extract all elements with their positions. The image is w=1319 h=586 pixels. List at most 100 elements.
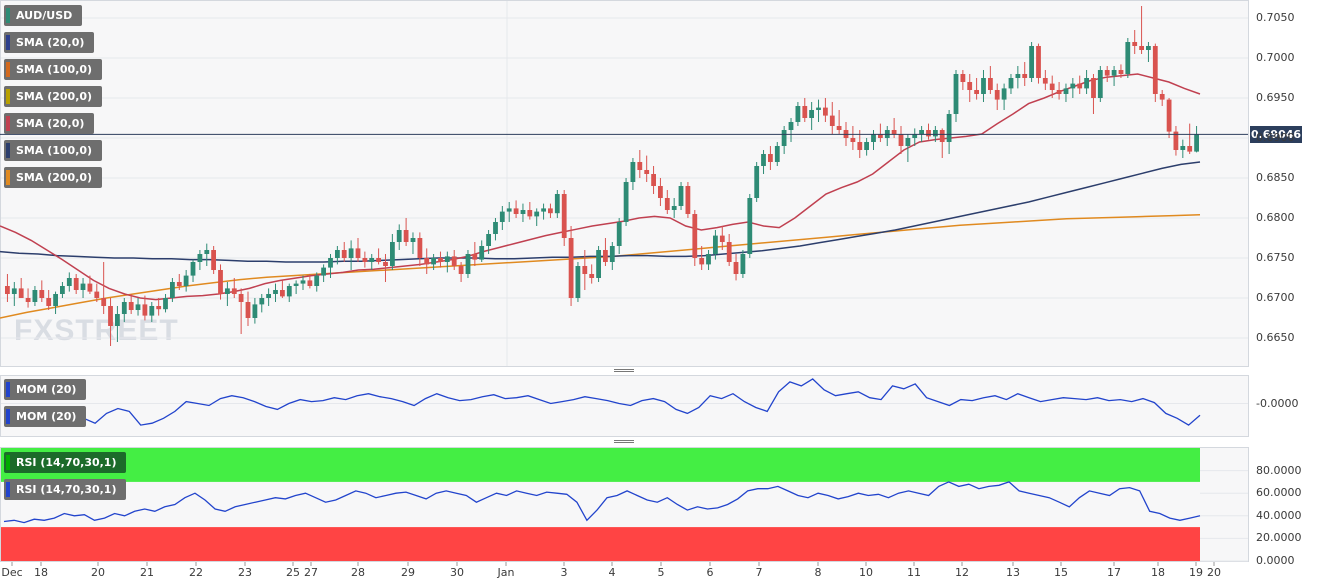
- candle-body: [699, 258, 705, 265]
- candle-body: [1180, 146, 1186, 150]
- candle-body: [238, 294, 244, 302]
- candle-body: [685, 186, 691, 214]
- candle-body: [80, 283, 86, 290]
- candle-body: [211, 250, 216, 270]
- candle-body: [788, 122, 794, 130]
- candle-body: [1173, 131, 1179, 150]
- candle-body: [18, 288, 24, 298]
- candle-body: [664, 198, 670, 210]
- x-tick-label: 3: [560, 566, 568, 579]
- legend-item[interactable]: SMA (20,0): [4, 32, 95, 53]
- candle-body: [561, 194, 567, 238]
- candle-body: [726, 242, 732, 262]
- legend-item[interactable]: AUD/USD: [4, 5, 83, 26]
- fxstreet-watermark-logo: FXSTREET: [14, 314, 179, 347]
- legend-item[interactable]: SMA (20,0): [4, 113, 95, 134]
- legend-item[interactable]: SMA (100,0): [4, 140, 103, 161]
- candle-body: [307, 280, 313, 286]
- candle-body: [1118, 70, 1124, 74]
- legend-label: SMA (100,0): [16, 144, 93, 157]
- rsi-line: [3, 481, 1201, 524]
- candle-body: [1008, 78, 1014, 89]
- candle-body: [39, 290, 45, 298]
- legend-rsi[interactable]: RSI (14,70,30,1): [4, 452, 127, 473]
- x-tick-label: 5: [657, 566, 665, 579]
- candle-body: [1084, 78, 1089, 89]
- candle-body: [142, 304, 148, 316]
- candle-body: [609, 246, 615, 262]
- candle-body: [197, 254, 203, 262]
- candle-body: [678, 186, 684, 206]
- price-tick-label: 0.6950: [1256, 91, 1295, 104]
- price-tick-label: 0.6800: [1256, 211, 1295, 224]
- candle-body: [293, 283, 299, 286]
- candle-body: [1097, 70, 1103, 98]
- rsi-tick-label: 20.0000: [1256, 531, 1302, 545]
- legend-swatch: [6, 143, 10, 158]
- candle-body: [362, 258, 368, 262]
- candle-body: [328, 258, 333, 268]
- candle-body: [802, 106, 808, 118]
- candle-body: [1015, 74, 1021, 78]
- candle-body: [115, 314, 120, 326]
- x-tick-label: 10: [859, 566, 873, 579]
- x-tick-label: 7: [755, 566, 763, 579]
- candle-body: [994, 90, 1000, 100]
- pane-resize-handle[interactable]: [614, 439, 634, 444]
- candle-body: [1063, 88, 1069, 94]
- candle-body: [431, 258, 436, 265]
- candle-body: [1146, 46, 1151, 50]
- candle-body: [60, 286, 65, 294]
- x-tick-label: 20: [91, 566, 105, 579]
- candle-body: [499, 211, 505, 222]
- candle-body: [513, 208, 519, 214]
- candle-body: [149, 306, 155, 316]
- legend-label: SMA (200,0): [16, 90, 93, 103]
- price-tick-label: 0.6750: [1256, 251, 1295, 264]
- rsi-tick-label: 40.0000: [1256, 508, 1302, 522]
- legend-swatch: [6, 89, 10, 104]
- candle-body: [376, 258, 381, 262]
- candle-body: [128, 302, 134, 310]
- legend-item[interactable]: SMA (200,0): [4, 86, 103, 107]
- legend-item[interactable]: SMA (200,0): [4, 167, 103, 188]
- candle-body: [348, 248, 354, 258]
- candle-body: [795, 106, 801, 122]
- candle-body: [390, 242, 395, 266]
- candle-body: [946, 114, 952, 142]
- price-tick-label: 0.6700: [1256, 291, 1295, 304]
- legend-mom[interactable]: MOM (20): [4, 406, 87, 427]
- x-tick-label: 18: [34, 566, 48, 579]
- candle-body: [46, 298, 52, 306]
- candle-body: [939, 130, 945, 142]
- candle-body: [1070, 83, 1076, 89]
- candle-body: [644, 170, 650, 174]
- candle-body: [300, 280, 306, 284]
- rsi-tick-label: 80.0000: [1256, 463, 1302, 477]
- candle-body: [974, 90, 979, 94]
- candle-body: [135, 304, 141, 310]
- candle-body: [25, 298, 31, 302]
- candle-body: [988, 78, 993, 90]
- legend-mom[interactable]: MOM (20): [4, 379, 87, 400]
- candle-body: [321, 267, 326, 276]
- candle-body: [1029, 46, 1034, 78]
- legend-rsi[interactable]: RSI (14,70,30,1): [4, 479, 127, 500]
- rsi-oversold-zone: [1, 527, 1200, 561]
- legend-swatch: [6, 35, 10, 50]
- candle-body: [740, 254, 746, 274]
- candle-body: [905, 138, 911, 146]
- candle-body: [960, 74, 966, 82]
- legend-swatch: [6, 8, 10, 23]
- candle-body: [719, 235, 725, 242]
- candle-body: [225, 288, 230, 294]
- legend-item[interactable]: SMA (100,0): [4, 59, 103, 80]
- candle-body: [121, 302, 127, 314]
- candle-body: [781, 130, 787, 146]
- candle-body: [568, 238, 574, 298]
- price-tick-label: 0.7050: [1256, 11, 1295, 24]
- candle-body: [596, 250, 601, 278]
- candle-body: [816, 107, 821, 110]
- pane-resize-handle[interactable]: [614, 368, 634, 373]
